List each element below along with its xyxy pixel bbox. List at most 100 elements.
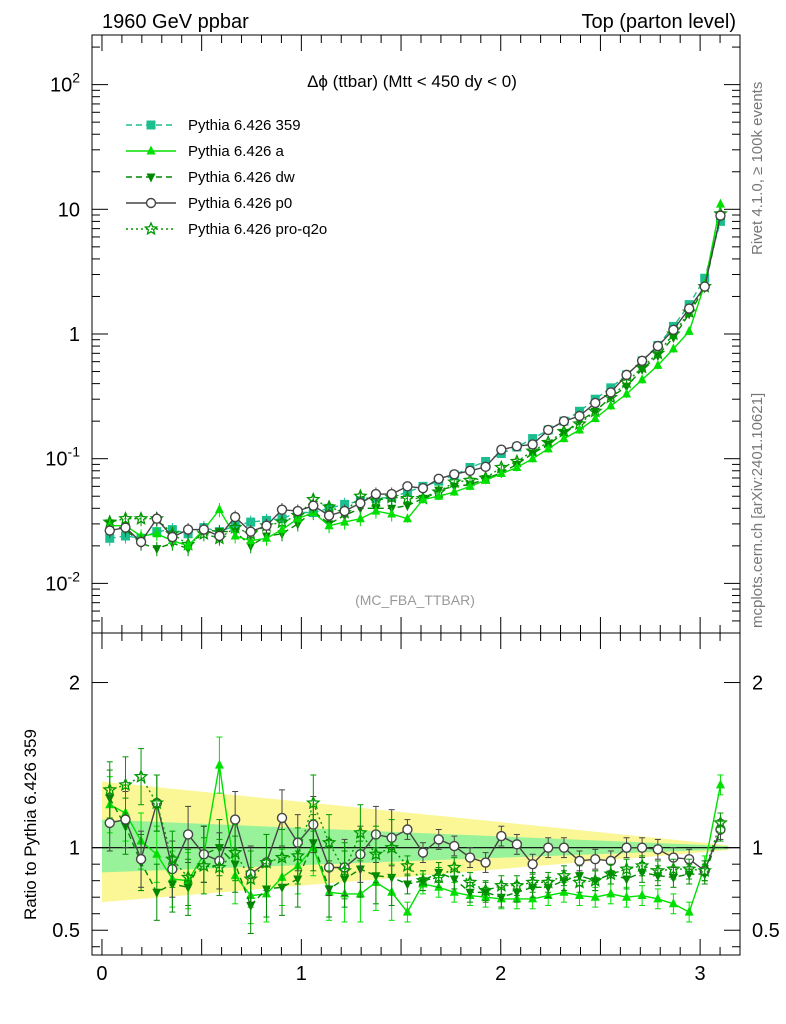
ratio-axis-ticks: 0.5 0.5 1 1 2 2 0 1 2 3 — [52, 633, 780, 985]
series-line — [109, 221, 722, 540]
legend-label: Pythia 6.426 a — [188, 143, 285, 160]
data-point — [713, 815, 728, 830]
ratio-y-tick-label-right: 1 — [752, 838, 763, 860]
data-point — [634, 858, 650, 873]
ratio-y-axis-label: Ratio to Pythia 6.426 359 — [21, 729, 40, 920]
series-line — [109, 203, 722, 547]
data-point — [542, 842, 554, 853]
legend-item: Pythia 6.426 359 — [126, 117, 301, 134]
data-point — [418, 494, 428, 504]
data-point — [104, 817, 115, 829]
data-point — [431, 869, 447, 884]
data-point — [305, 795, 321, 810]
legend-item: Pythia 6.426 a — [126, 143, 285, 160]
data-point — [653, 359, 663, 369]
data-point — [621, 842, 632, 853]
data-point — [151, 513, 163, 524]
data-point — [340, 499, 350, 509]
data-point — [146, 173, 156, 183]
data-point — [337, 863, 352, 877]
data-point — [321, 835, 337, 850]
data-point — [590, 854, 601, 865]
data-point — [371, 505, 381, 515]
data-point — [603, 866, 619, 881]
data-point — [339, 505, 350, 517]
data-point — [652, 340, 664, 352]
legend-label: Pythia 6.426 pro-q2o — [188, 221, 327, 238]
data-point — [400, 858, 415, 873]
data-point — [229, 814, 241, 825]
data-point — [214, 530, 225, 542]
data-point — [684, 325, 694, 335]
data-point — [323, 510, 335, 521]
data-point — [558, 842, 570, 853]
data-point — [152, 888, 162, 898]
data-point — [715, 210, 726, 221]
data-point — [449, 886, 459, 896]
data-point — [480, 857, 491, 868]
data-point — [259, 854, 274, 869]
data-point — [668, 343, 678, 353]
ratio-series-3 — [102, 748, 728, 908]
data-point — [384, 840, 400, 854]
ratio-y-tick-label-right: 2 — [752, 673, 763, 695]
data-point — [433, 834, 444, 845]
data-point — [261, 520, 272, 531]
ratio-y-tick-label-left: 2 — [69, 673, 80, 695]
data-point — [136, 530, 146, 540]
data-point — [543, 443, 553, 453]
data-point — [133, 510, 149, 526]
data-point — [700, 273, 710, 283]
data-point — [145, 197, 157, 209]
data-point — [525, 874, 540, 889]
series-line — [109, 216, 722, 550]
data-point — [449, 840, 460, 852]
data-point — [668, 324, 679, 336]
data-point — [715, 779, 725, 789]
ratio-y-tick-label-right: 0.5 — [752, 920, 780, 942]
ratio-line — [109, 764, 722, 914]
data-point — [143, 221, 159, 236]
data-point — [276, 504, 288, 515]
data-point — [402, 824, 413, 835]
data-point — [355, 497, 366, 509]
data-point — [433, 473, 444, 484]
legend-item: Pythia 6.426 p0 — [126, 195, 292, 212]
legend-item: Pythia 6.426 pro-q2o — [126, 221, 327, 238]
data-point — [386, 488, 397, 500]
data-point — [446, 859, 462, 874]
data-point — [120, 522, 131, 533]
data-point — [434, 490, 444, 500]
header-left-title: 1960 GeV ppbar — [102, 11, 249, 33]
data-point — [183, 540, 193, 550]
data-point — [715, 198, 725, 208]
data-point — [622, 875, 632, 885]
data-point — [152, 545, 162, 555]
main-series — [102, 198, 728, 557]
data-point — [368, 492, 384, 508]
data-point — [481, 456, 491, 466]
data-point — [135, 536, 147, 548]
main-series-4 — [102, 206, 728, 553]
data-point — [496, 830, 507, 842]
data-point — [415, 873, 431, 887]
data-point — [652, 844, 664, 855]
main-series-3 — [104, 210, 726, 550]
data-point — [496, 468, 506, 478]
data-point — [650, 863, 666, 877]
green-uncertainty-band — [101, 819, 729, 873]
y-tick-label: 1 — [69, 324, 80, 346]
data-point — [558, 415, 570, 427]
data-point — [605, 387, 616, 398]
data-point — [245, 526, 256, 537]
data-point — [637, 890, 647, 900]
data-point — [590, 397, 601, 409]
data-point — [308, 500, 319, 511]
ratio-y-tick-label-left: 0.5 — [52, 920, 80, 942]
y-tick-label: 10 — [58, 199, 80, 221]
data-point — [146, 120, 156, 130]
data-point — [681, 861, 697, 876]
data-point — [606, 888, 616, 898]
series-line — [109, 213, 722, 546]
